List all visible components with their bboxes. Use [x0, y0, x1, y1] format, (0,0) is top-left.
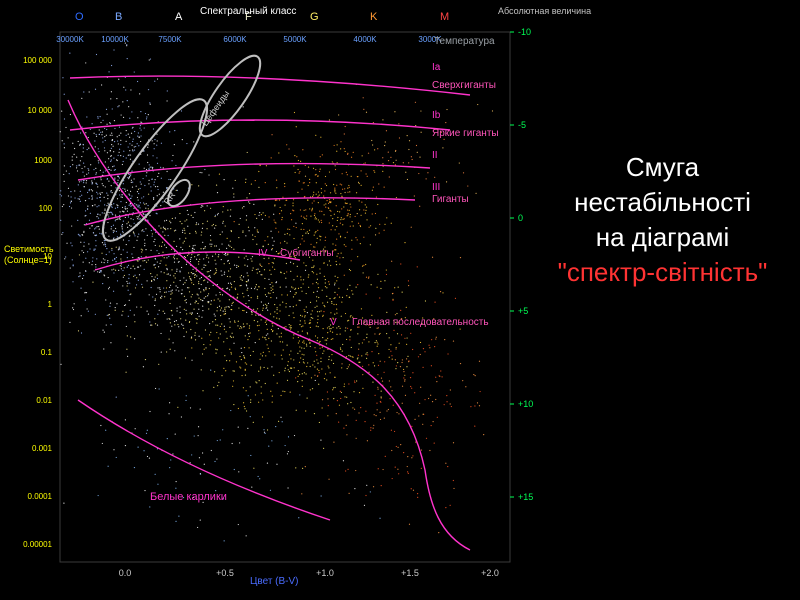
svg-text:V: V [330, 317, 337, 328]
svg-text:Сверхгиганты: Сверхгиганты [432, 80, 496, 91]
svg-text:0.01: 0.01 [36, 396, 52, 405]
caption-l2: нестабільності [574, 187, 751, 217]
svg-text:Гиганты: Гиганты [432, 194, 469, 205]
svg-text:Ia: Ia [432, 62, 441, 73]
svg-text:0.0001: 0.0001 [28, 492, 53, 501]
svg-text:+10: +10 [518, 399, 533, 409]
svg-text:30000K: 30000K [56, 35, 84, 44]
svg-text:7500K: 7500K [158, 35, 182, 44]
svg-text:(Солнце=1): (Солнце=1) [4, 255, 52, 265]
caption-l4: "спектр-світність" [558, 257, 768, 287]
svg-text:Ib: Ib [432, 110, 441, 121]
svg-text:0.001: 0.001 [32, 444, 53, 453]
svg-text:+5: +5 [518, 306, 528, 316]
svg-text:+15: +15 [518, 492, 533, 502]
svg-text:Температура: Температура [434, 36, 495, 47]
svg-text:Светимость: Светимость [4, 244, 54, 254]
svg-text:1: 1 [48, 300, 53, 309]
svg-text:-10: -10 [518, 27, 531, 37]
svg-text:+1.5: +1.5 [401, 568, 419, 578]
svg-text:II: II [432, 150, 438, 161]
svg-text:0.00001: 0.00001 [23, 540, 52, 549]
svg-text:IV: IV [258, 248, 268, 259]
svg-text:0: 0 [518, 213, 523, 223]
svg-text:+0.5: +0.5 [216, 568, 234, 578]
svg-text:A: A [175, 11, 183, 23]
svg-text:0.0: 0.0 [119, 568, 132, 578]
svg-text:10000K: 10000K [101, 35, 129, 44]
svg-text:Белые карлики: Белые карлики [150, 491, 227, 503]
svg-text:Абсолютная величина: Абсолютная величина [498, 6, 591, 16]
svg-text:+1.0: +1.0 [316, 568, 334, 578]
svg-text:K: K [370, 11, 378, 23]
svg-text:III: III [432, 182, 440, 193]
svg-text:10 000: 10 000 [28, 106, 53, 115]
svg-text:100 000: 100 000 [23, 56, 52, 65]
svg-text:B: B [115, 11, 122, 23]
svg-text:0.1: 0.1 [41, 348, 53, 357]
svg-text:+2.0: +2.0 [481, 568, 499, 578]
svg-text:100: 100 [39, 204, 53, 213]
caption-l1: Смуга [626, 152, 699, 182]
svg-text:RR: RR [162, 190, 178, 207]
svg-text:Яркие гиганты: Яркие гиганты [432, 128, 499, 139]
svg-text:6000K: 6000K [223, 35, 247, 44]
svg-text:G: G [310, 11, 319, 23]
svg-text:Главная последовательность: Главная последовательность [352, 317, 489, 328]
svg-text:5000K: 5000K [283, 35, 307, 44]
svg-text:-5: -5 [518, 120, 526, 130]
svg-text:Спектральный класс: Спектральный класс [200, 6, 296, 17]
caption-l3: на діаграмі [596, 222, 730, 252]
svg-text:Цвет (B-V): Цвет (B-V) [250, 576, 299, 587]
svg-text:4000K: 4000K [353, 35, 377, 44]
side-caption: Смуга нестабільності на діаграмі "спектр… [545, 150, 780, 290]
svg-text:O: O [75, 11, 84, 23]
svg-text:1000: 1000 [34, 156, 52, 165]
svg-text:Субгиганты: Субгиганты [280, 247, 334, 259]
svg-text:M: M [440, 11, 449, 23]
